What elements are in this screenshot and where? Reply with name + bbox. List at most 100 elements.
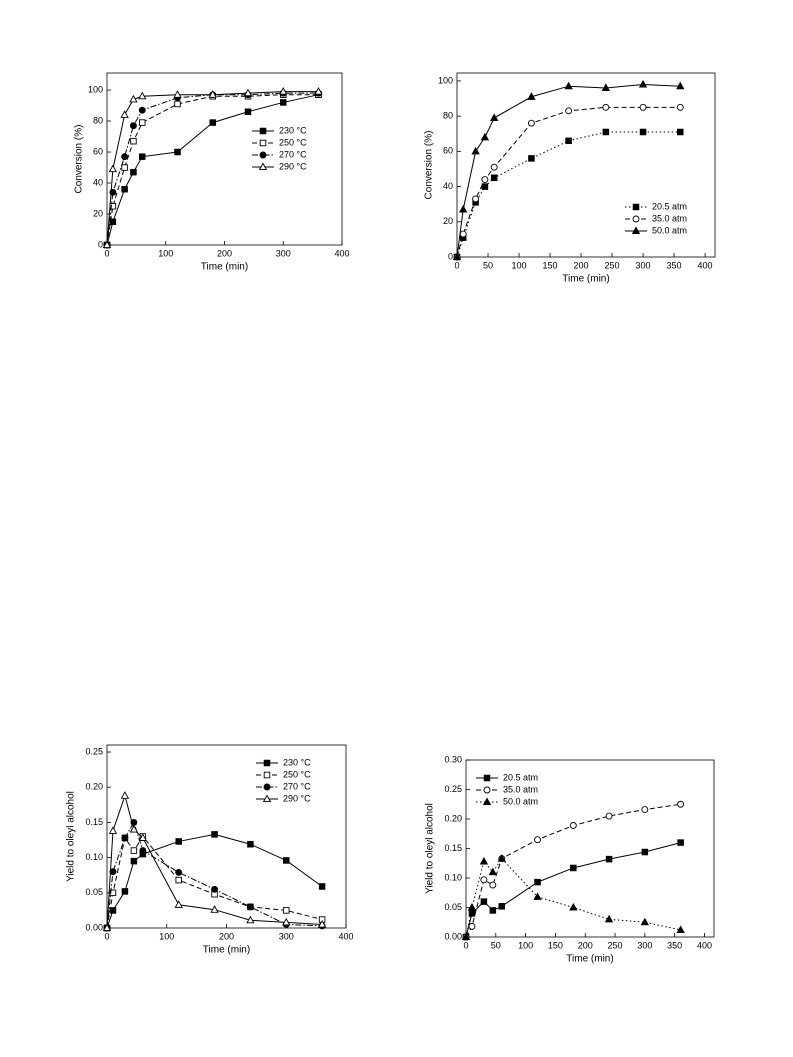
marker — [314, 87, 323, 95]
y-tick-label: 40 — [443, 181, 453, 191]
legend-label: 35.0 atm — [652, 213, 687, 223]
x-tick-label: 400 — [698, 260, 713, 270]
legend-label: 230 °C — [279, 125, 307, 135]
series-line — [106, 94, 319, 246]
y-tick-label: 20 — [443, 216, 453, 226]
y-tick-label: 0.00 — [85, 922, 103, 932]
y-axis-label: Conversion (%) — [74, 125, 85, 194]
plot-frame — [456, 72, 716, 258]
series-line — [106, 833, 323, 929]
x-tick-label: 250 — [608, 940, 623, 950]
y-tick-label: 0 — [448, 251, 453, 261]
marker — [604, 914, 614, 923]
marker — [676, 925, 685, 933]
legend-label: 230 °C — [283, 757, 311, 767]
marker — [471, 146, 480, 155]
x-tick-label: 300 — [636, 260, 651, 270]
marker — [258, 162, 268, 171]
marker — [632, 215, 640, 223]
x-tick-label: 300 — [276, 248, 291, 258]
y-tick-label: 0 — [98, 239, 103, 249]
y-tick-label: 0.00 — [444, 931, 462, 941]
y-tick-label: 60 — [93, 146, 103, 156]
legend-label: 50.0 atm — [503, 796, 538, 806]
marker — [533, 892, 542, 900]
marker — [243, 88, 253, 97]
marker — [130, 857, 138, 865]
marker — [601, 83, 611, 92]
marker — [490, 113, 499, 121]
marker — [121, 834, 129, 842]
marker — [102, 923, 112, 932]
series-line — [106, 793, 323, 929]
chart: 0 50 100 150 200 250 300 350 400 0.00 0.05 0.10 0.15… — [425, 754, 715, 965]
x-tick-label: 0 — [104, 248, 109, 258]
marker — [565, 107, 573, 115]
marker — [129, 94, 138, 103]
y-tick-label: 0.10 — [85, 852, 103, 862]
legend-label: 290 °C — [279, 161, 307, 171]
marker — [109, 889, 117, 897]
chart: 0 100 200 300 400 0 20 40 60 80 100 Time (min) Conve… — [74, 72, 350, 273]
marker — [130, 168, 137, 176]
y-axis-label: Conversion (%) — [424, 131, 435, 200]
y-tick-label: 100 — [88, 84, 103, 94]
marker — [468, 922, 476, 930]
y-tick-label: 80 — [443, 111, 453, 121]
y-tick-label: 0.15 — [444, 843, 462, 853]
x-tick-label: 50 — [491, 940, 501, 950]
marker — [677, 128, 684, 136]
marker — [121, 153, 129, 161]
marker — [175, 876, 182, 884]
marker — [283, 857, 290, 864]
y-tick-label: 0.25 — [85, 746, 103, 756]
x-tick-label: 200 — [217, 248, 232, 258]
marker — [209, 119, 216, 126]
marker — [570, 864, 577, 872]
legend-label: 20.5 atm — [652, 201, 687, 211]
marker — [246, 903, 254, 911]
marker — [121, 164, 128, 171]
legend-label: 50.0 atm — [652, 225, 687, 235]
marker — [605, 812, 613, 820]
series-line — [106, 91, 319, 246]
marker — [138, 119, 146, 126]
marker — [130, 847, 138, 854]
legend-label: 250 °C — [283, 769, 311, 779]
marker — [283, 907, 290, 914]
marker — [480, 132, 490, 141]
y-tick-label: 20 — [93, 208, 103, 218]
marker — [528, 155, 535, 162]
x-tick-label: 100 — [158, 248, 173, 258]
marker — [497, 853, 506, 862]
x-tick-label: 350 — [667, 940, 682, 950]
marker — [632, 203, 640, 211]
x-tick-label: 400 — [338, 931, 353, 941]
marker — [565, 137, 572, 145]
x-tick-label: 100 — [159, 931, 174, 941]
series-line — [456, 106, 681, 258]
y-tick-label: 0.05 — [444, 902, 462, 912]
marker — [280, 99, 287, 106]
marker — [317, 919, 327, 928]
marker — [631, 226, 641, 235]
marker — [564, 81, 573, 90]
marker — [263, 783, 271, 791]
marker — [676, 81, 685, 90]
marker — [481, 183, 489, 190]
marker — [490, 174, 498, 182]
x-tick-label: 350 — [667, 260, 682, 270]
marker — [482, 797, 492, 806]
marker — [569, 822, 577, 829]
y-tick-label: 60 — [443, 146, 453, 156]
marker — [489, 881, 497, 889]
legend-label: 290 °C — [283, 793, 311, 803]
x-axis-label: Time (min) — [203, 945, 250, 956]
marker — [461, 932, 471, 941]
x-tick-label: 100 — [512, 260, 527, 270]
marker — [108, 164, 118, 173]
series-line — [465, 857, 681, 938]
y-tick-label: 0.25 — [444, 784, 462, 794]
marker — [490, 163, 498, 171]
marker — [527, 92, 536, 100]
